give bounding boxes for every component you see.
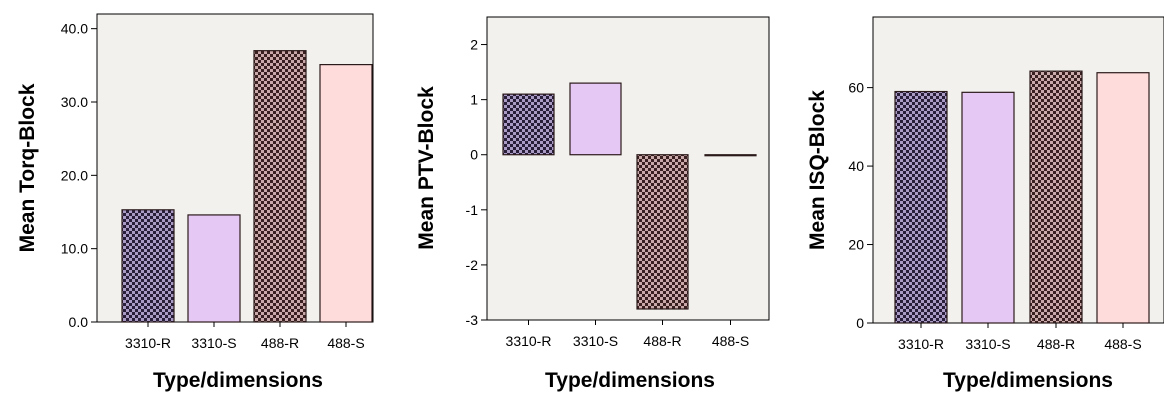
bar-488-S [1096,72,1150,324]
x-axis: 3310-R 3310-S 488-R 488-S [506,320,749,349]
y-tick-label: 10.0 [61,241,88,257]
x-axis-label: Type/dimensions [545,369,715,392]
y-tick-label: 0 [856,315,864,331]
x-tick-label: 488-R [261,335,299,351]
x-tick-label: 3310-R [506,333,552,349]
x-axis-label: Type/dimensions [153,369,323,392]
x-tick-label: 3310-R [125,335,171,351]
y-axis-label: Mean ISQ-Block [806,90,829,250]
x-tick-label: 3310-S [573,333,618,349]
bar-3310-R [894,90,948,324]
x-tick-label: 488-R [1037,336,1075,352]
y-tick-label: 0.0 [69,314,89,330]
x-tick-label: 3310-S [965,336,1010,352]
y-tick-label: -1 [466,202,479,218]
x-tick-label: 3310-S [191,335,236,351]
bar-3310-R [121,209,175,323]
x-axis: 3310-R 3310-S 488-R 488-S [898,323,1142,352]
bar-488-S [704,154,757,157]
x-tick-label: 488-S [327,335,364,351]
y-tick-label: 60 [848,80,864,96]
y-tick-label: 1 [470,92,478,108]
x-tick-label: 488-S [712,333,749,349]
chart-panel-torq: 0.0 10.0 20.0 30.0 40.0 3310-R 3310-S 488-R 488… [16,13,374,392]
bar-488-R [636,154,689,310]
x-axis: 3310-R 3310-S 488-R 488-S [125,322,365,351]
y-axis: 0 20 40 60 [848,80,873,331]
x-tick-label: 3310-R [898,336,944,352]
bar-488-R [253,50,307,323]
bar-488-R [1029,70,1083,324]
y-axis: -3 -2 -1 0 1 2 [466,37,487,328]
bar-3310-S [961,91,1015,324]
y-tick-label: 40 [848,158,864,174]
bar-3310-S [187,214,241,323]
plot-area [486,16,770,321]
bars [121,50,373,323]
x-axis-label: Type/dimensions [943,369,1113,392]
x-tick-label: 488-S [1104,336,1141,352]
y-tick-label: -2 [466,257,479,273]
y-tick-label: 20.0 [61,167,88,183]
y-tick-label: 0 [470,147,478,163]
y-axis-label: Mean PTV-Block [415,86,438,250]
bars [894,70,1150,324]
bar-3310-R [502,93,555,156]
bar-488-S [319,63,373,323]
chart-panel-ptv: -3 -2 -1 0 1 2 3310-R 3310-S 488-R 488-S Mean PT… [415,16,770,392]
y-tick-label: -3 [466,312,479,328]
x-tick-label: 488-R [643,333,681,349]
y-axis-label: Mean Torq-Block [16,83,39,252]
bars [502,82,757,310]
y-tick-label: 2 [470,37,478,53]
bar-3310-S [569,82,622,156]
y-axis: 0.0 10.0 20.0 30.0 40.0 [61,21,97,330]
y-tick-label: 40.0 [61,21,88,37]
y-tick-label: 30.0 [61,94,88,110]
y-tick-label: 20 [848,237,864,253]
chart-panel-isq: 0 20 40 60 3310-R 3310-S 488-R 488-S Mean ISQ-… [806,16,1164,392]
